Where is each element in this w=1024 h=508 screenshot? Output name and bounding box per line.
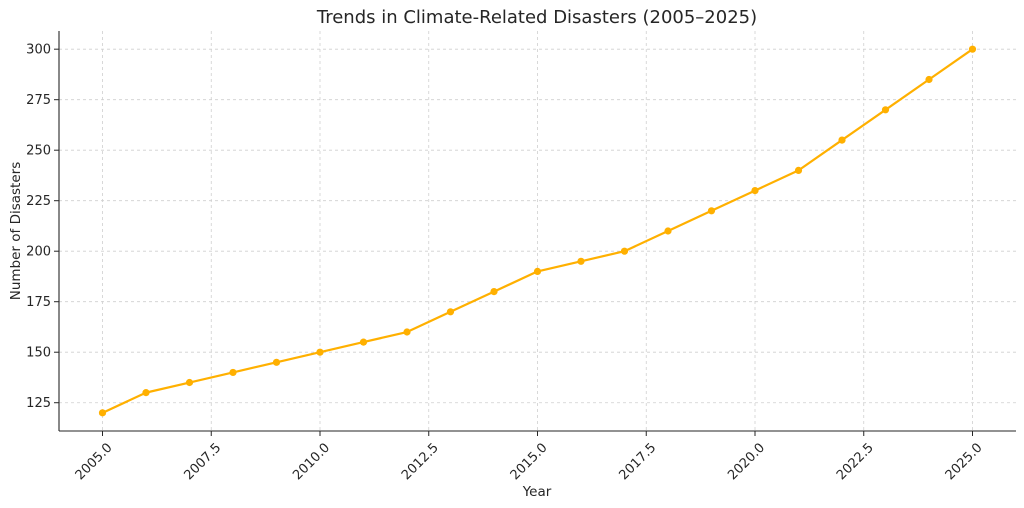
data-point (359, 338, 368, 346)
data-point (403, 328, 411, 336)
data-point (664, 227, 672, 235)
x-tick-label: 2015.0 (508, 440, 551, 483)
y-tick-label: 150 (26, 346, 51, 361)
data-point (577, 257, 585, 265)
y-tick-label: 200 (26, 245, 51, 260)
x-axis-title: Year (522, 484, 552, 500)
data-point (707, 207, 716, 215)
y-axis-title: Number of Disasters (8, 162, 24, 301)
data-point (794, 166, 803, 174)
data-point (98, 409, 107, 417)
y-tick-label: 175 (26, 295, 51, 310)
x-ticks: 2005.0 2007.5 2010.0 2012.5 2015.0 2017.5 2020… (73, 431, 986, 483)
data-point (142, 389, 150, 397)
data-point (446, 308, 455, 316)
x-tick-label: 2020.0 (725, 440, 768, 483)
y-tick-label: 225 (26, 194, 51, 209)
y-tick-label: 275 (26, 93, 51, 108)
x-tick-label: 2010.0 (290, 440, 333, 483)
data-point (620, 247, 629, 255)
data-point (751, 186, 759, 195)
x-tick-label: 2017.5 (617, 440, 660, 483)
data-point (229, 368, 237, 377)
series (98, 45, 977, 417)
y-ticks: 125 150 175 200 225 250 275 300 (26, 43, 59, 411)
x-tick-label: 2025.0 (943, 440, 986, 483)
x-tick-label: 2012.5 (399, 440, 442, 483)
data-point (185, 378, 194, 387)
grid (59, 31, 1016, 431)
x-tick-label: 2022.5 (834, 440, 877, 483)
chart-title: Trends in Climate-Related Disasters (200… (316, 7, 757, 28)
x-tick-label: 2007.5 (182, 440, 225, 483)
data-point (316, 348, 324, 356)
y-tick-label: 125 (26, 396, 51, 411)
data-point (490, 288, 498, 296)
data-point (968, 45, 977, 53)
y-tick-label: 250 (26, 144, 51, 159)
data-point (925, 75, 933, 84)
data-point (881, 106, 890, 114)
data-point (533, 267, 542, 276)
y-tick-label: 300 (26, 43, 51, 58)
data-point (838, 136, 846, 144)
data-point (272, 358, 281, 366)
x-tick-label: 2005.0 (73, 440, 116, 483)
